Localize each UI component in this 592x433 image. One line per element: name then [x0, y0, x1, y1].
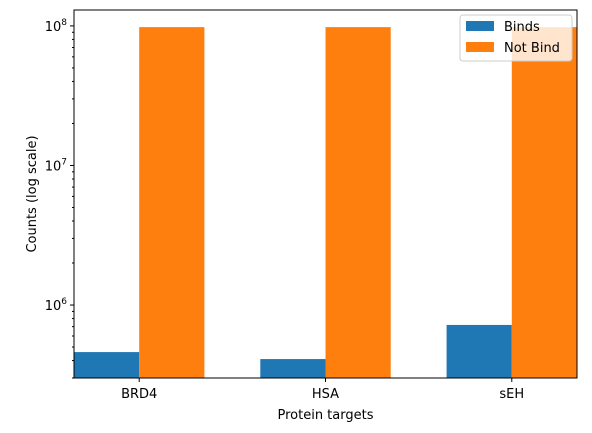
x-tick-label: HSA — [312, 387, 339, 402]
legend-label-binds: Binds — [504, 20, 540, 35]
y-tick-label: 108 — [45, 18, 68, 35]
y-tick-label: 106 — [45, 297, 68, 314]
bar-not-bind-hsa — [325, 27, 391, 379]
y-ticks: 106 107 108 — [45, 18, 74, 379]
bar-binds-hsa — [260, 359, 326, 378]
bar-binds-seh — [446, 324, 512, 378]
legend-swatch-not-bind — [466, 42, 494, 52]
legend-swatch-binds — [466, 21, 494, 31]
bar-not-bind-seh — [511, 27, 577, 379]
bar-not-bind-brd4 — [139, 27, 205, 379]
x-axis-label: Protein targets — [277, 408, 373, 423]
bars-layer — [74, 27, 577, 379]
y-tick-label: 107 — [45, 157, 67, 174]
legend: Binds Not Bind — [459, 14, 573, 62]
x-tick-label: BRD4 — [121, 387, 157, 402]
bar-binds-brd4 — [74, 352, 140, 378]
y-axis-label: Counts (log scale) — [25, 135, 40, 252]
x-tick-label: sEH — [499, 387, 524, 402]
x-ticks: BRD4 HSA sEH — [121, 378, 524, 402]
legend-label-not-bind: Not Bind — [504, 41, 560, 56]
